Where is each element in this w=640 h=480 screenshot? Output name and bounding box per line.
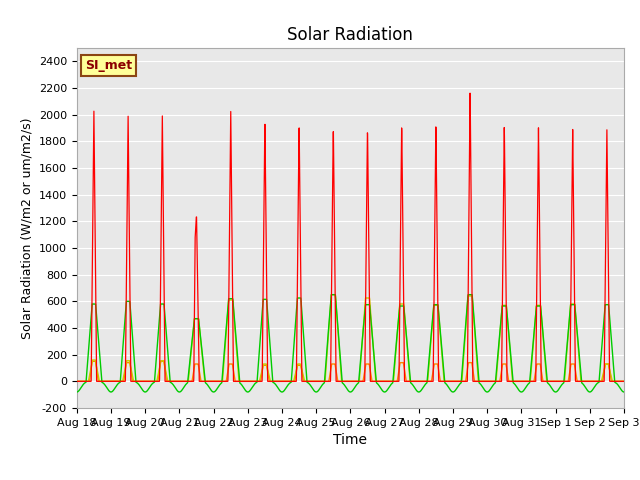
Title: Solar Radiation: Solar Radiation	[287, 25, 413, 44]
Text: SI_met: SI_met	[85, 59, 132, 72]
Legend: Incoming PAR, Reflected PAR, Diffuse PAR, Net Radiation: Incoming PAR, Reflected PAR, Diffuse PAR…	[92, 476, 609, 480]
X-axis label: Time: Time	[333, 433, 367, 447]
Y-axis label: Solar Radiation (W/m2 or um/m2/s): Solar Radiation (W/m2 or um/m2/s)	[20, 117, 33, 339]
